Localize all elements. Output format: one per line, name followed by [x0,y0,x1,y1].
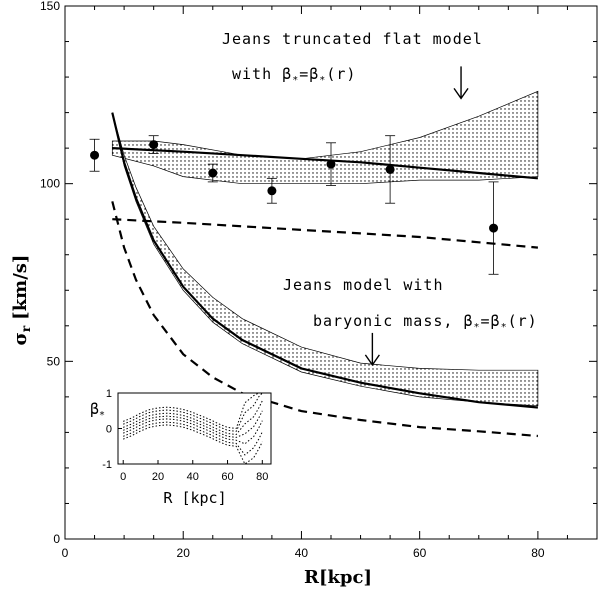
baryonic-eq: =β [481,312,501,330]
x-tick-label-0: 0 [62,546,69,560]
data-point-6 [385,164,395,174]
band-2 [111,112,539,407]
inset-curve-7 [123,392,263,430]
y-tick-label-0: 0 [53,532,60,546]
inset-y-tick-label-0: 1 [106,388,112,400]
inset-x-tick-label-80: 80 [256,471,268,483]
beta-prefix: with β [232,65,292,83]
beta-star-2: * [319,75,326,86]
y-axis-unit: [km/s] [10,255,31,320]
inset-y-tick-label-2: -1 [102,459,112,471]
inset-x-tick-label-40: 40 [187,471,199,483]
baryonic-suffix: (r) [508,312,538,330]
data-point-7 [489,223,499,233]
inset-chart: 0 20 40 60 80 1 0 -1 β* R [kpc] [90,388,272,507]
annotation-arrows [364,66,469,367]
series-line-2 [112,218,538,249]
beta-suffix: (r) [326,65,356,83]
y-tick-label-150: 150 [40,0,60,13]
beta-star-1: * [292,75,299,86]
data-point-1 [90,150,100,160]
x-tick-label-20: 20 [177,546,191,560]
inset-x-tick-label-0: 0 [120,471,126,483]
inset-curve-2 [123,421,263,456]
x-tick-label-80: 80 [531,546,545,560]
annotation-baryonic-title: Jeans model with [283,276,444,294]
inset-lines [123,392,263,465]
inset-ticks: 0 20 40 60 80 1 0 -1 [102,388,268,483]
annotation-arrow-head-4 [364,354,380,367]
annotation-arrow-head-1 [453,87,469,100]
band-1 [111,90,539,185]
annotation-truncated-beta: with β*=β*(r) [232,65,356,86]
y-tick-label-100: 100 [40,177,60,191]
beta-eq: =β [299,65,319,83]
inset-y-subscript: * [99,410,105,421]
y-axis-subscript: r [19,325,33,332]
y-axis-label: σr [km/s] [10,255,33,346]
x-tick-label-60: 60 [413,546,427,560]
band-layer [111,90,539,407]
inset-y-symbol: β [90,400,99,418]
annotation-truncated-title: Jeans truncated flat model [222,30,483,48]
inset-curve-1 [123,424,263,465]
svg-text:σr[km/s]: σr [km/s] [10,255,33,346]
inset-y-label: β* [90,400,105,421]
data-point-3 [208,168,218,178]
inset-x-label: R [kpc] [163,489,226,507]
inset-curve-4 [123,410,263,438]
series-line-3 [111,112,538,409]
annotation-baryonic-beta: baryonic mass, β*=β*(r) [313,312,538,333]
series-line-4 [111,201,538,438]
inset-x-tick-label-60: 60 [221,471,233,483]
inset-curve-6 [123,392,263,432]
inset-x-tick-label-20: 20 [152,471,164,483]
y-axis-symbol: σ [10,332,31,345]
x-tick-label-40: 40 [295,546,309,560]
data-point-4 [267,186,277,196]
inset-curve-5 [123,400,263,436]
data-points [89,135,499,275]
data-point-5 [326,159,336,169]
y-tick-label-50: 50 [47,354,61,368]
data-point-2 [149,140,159,150]
inset-y-tick-label-1: 0 [106,424,112,436]
inset-curve-3 [123,418,263,445]
x-axis-label: R[kpc] [304,567,372,588]
baryonic-prefix: baryonic mass, β [313,312,474,330]
beta-star-3: * [474,322,481,333]
beta-star-4: * [501,322,508,333]
